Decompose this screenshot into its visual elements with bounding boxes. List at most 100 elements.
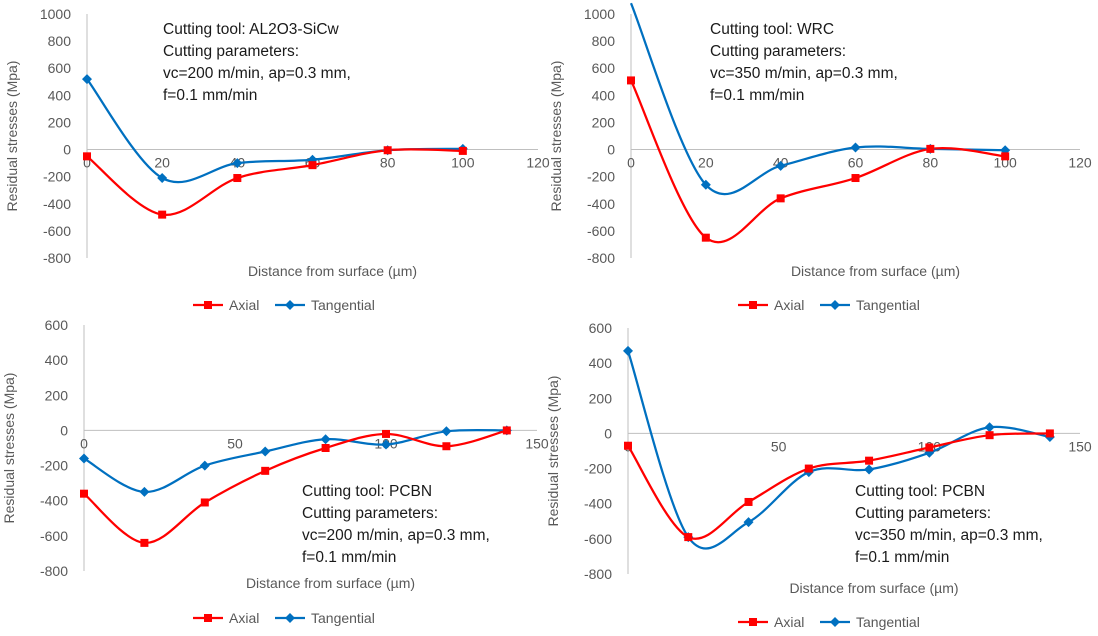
data-point-tangential [82,74,92,85]
legend-label-tangential: Tangential [311,297,375,313]
x-tick-label: 50 [771,438,787,454]
x-tick-label: 80 [923,155,939,171]
y-axis-title: Residual stresses (Mpa) [548,61,564,212]
y-tick-label: 200 [48,114,72,130]
legend-label-tangential: Tangential [856,297,920,313]
annotation-line: f=0.1 mm/min [710,87,804,104]
data-point-axial [985,431,994,440]
chart-panel-bottom-right: -800-600-400-2000200400600050100150Dista… [545,318,1098,636]
data-point-tangential [79,453,89,464]
y-tick-label: -800 [584,566,612,582]
y-tick-label: 600 [589,320,613,336]
y-tick-label: -800 [587,250,615,266]
y-tick-label: 1000 [584,6,615,22]
annotation-line: Cutting tool: AL2O3-SiCw [163,21,340,38]
annotation-line: Cutting parameters: [302,505,438,522]
series-line-axial [629,79,1006,244]
legend-marker-axial [204,614,212,622]
data-point-tangential [157,173,168,184]
chart-3: -800-600-400-2000200400600050100150Dista… [1,317,549,626]
legend-label-tangential: Tangential [856,614,920,630]
y-tick-label: 0 [63,142,71,158]
legend-marker-axial [204,301,212,309]
data-point-axial [383,146,392,155]
y-tick-label: 200 [592,114,616,130]
chart-panel-top-left: -800-600-400-200020040060080010000204060… [0,0,550,318]
data-point-axial [851,174,860,183]
x-tick-label: 150 [1068,438,1092,454]
chart-4: -800-600-400-2000200400600050100150Dista… [545,320,1092,630]
data-point-axial [926,144,935,153]
y-tick-label: 400 [592,87,616,103]
x-tick-label: 120 [526,155,550,171]
data-point-axial [865,456,874,465]
annotation-line: vc=200 m/min, ap=0.3 mm, [163,65,351,82]
y-axis-title: Residual stresses (Mpa) [545,376,561,527]
y-tick-label: 600 [48,60,72,76]
x-tick-label: 60 [848,155,864,171]
data-point-tangential [984,422,995,433]
chart-2: -800-600-400-200020040060080010000204060… [548,2,1092,313]
data-point-axial [744,497,753,506]
data-point-tangential [700,179,711,190]
y-tick-label: -400 [40,493,68,509]
y-tick-label: 200 [589,390,613,406]
y-tick-label: -200 [587,169,615,185]
x-tick-label: 0 [627,155,635,171]
data-point-axial [684,533,693,542]
x-tick-label: 20 [154,155,170,171]
y-tick-label: 400 [45,352,69,368]
data-point-axial [233,174,242,183]
x-tick-label: 0 [80,435,88,451]
y-tick-label: -400 [43,196,71,212]
legend-label-tangential: Tangential [311,610,375,626]
series-line-tangential [83,428,507,494]
legend-label-axial: Axial [774,297,804,313]
y-tick-label: -600 [40,528,68,544]
data-point-axial [804,464,813,473]
legend-label-axial: Axial [229,297,259,313]
data-point-axial [83,152,91,161]
y-tick-label: 0 [60,422,68,438]
data-point-axial [458,146,467,155]
annotation-line: Cutting parameters: [855,505,991,522]
y-axis-title: Residual stresses (Mpa) [1,373,17,524]
y-tick-label: 400 [48,87,72,103]
y-tick-label: -400 [584,496,612,512]
annotation-line: vc=200 m/min, ap=0.3 mm, [302,527,490,544]
chart-panel-bottom-left: -800-600-400-2000200400600050100150Dista… [0,317,549,636]
data-point-axial [701,233,710,242]
x-axis-title: Distance from surface (µm) [246,575,415,591]
annotation-line: Cutting parameters: [163,43,299,60]
y-tick-label: 0 [604,425,612,441]
data-point-tangential [775,160,786,171]
data-point-axial [140,538,149,547]
y-tick-label: -400 [587,196,615,212]
data-point-tangential [381,439,391,450]
chart-1: -800-600-400-200020040060080010000204060… [4,6,550,313]
legend-marker-tangential [285,613,295,623]
data-point-axial [80,489,88,498]
annotation-line: f=0.1 mm/min [855,549,949,566]
x-axis-title: Distance from surface (µm) [789,580,958,596]
data-point-axial [261,466,270,475]
data-point-tangential [743,517,754,528]
y-tick-label: -800 [43,250,71,266]
data-point-axial [627,76,635,85]
data-point-axial [624,441,632,450]
data-point-axial [1045,429,1054,438]
x-axis-title: Distance from surface (µm) [248,263,417,279]
data-point-tangential [320,434,331,445]
annotation-line: vc=350 m/min, ap=0.3 mm, [710,65,898,82]
annotation-line: f=0.1 mm/min [302,549,396,566]
y-axis-title: Residual stresses (Mpa) [4,61,20,212]
y-tick-label: -200 [584,461,612,477]
legend-marker-axial [749,301,757,309]
y-tick-label: -200 [40,458,68,474]
x-axis-title: Distance from surface (µm) [791,263,960,279]
data-point-tangential [850,142,861,153]
data-point-tangential [623,345,633,356]
x-tick-label: 100 [451,155,475,171]
y-tick-label: 200 [45,387,69,403]
chart-panel-top-right: -800-600-400-200020040060080010000204060… [548,0,1098,318]
